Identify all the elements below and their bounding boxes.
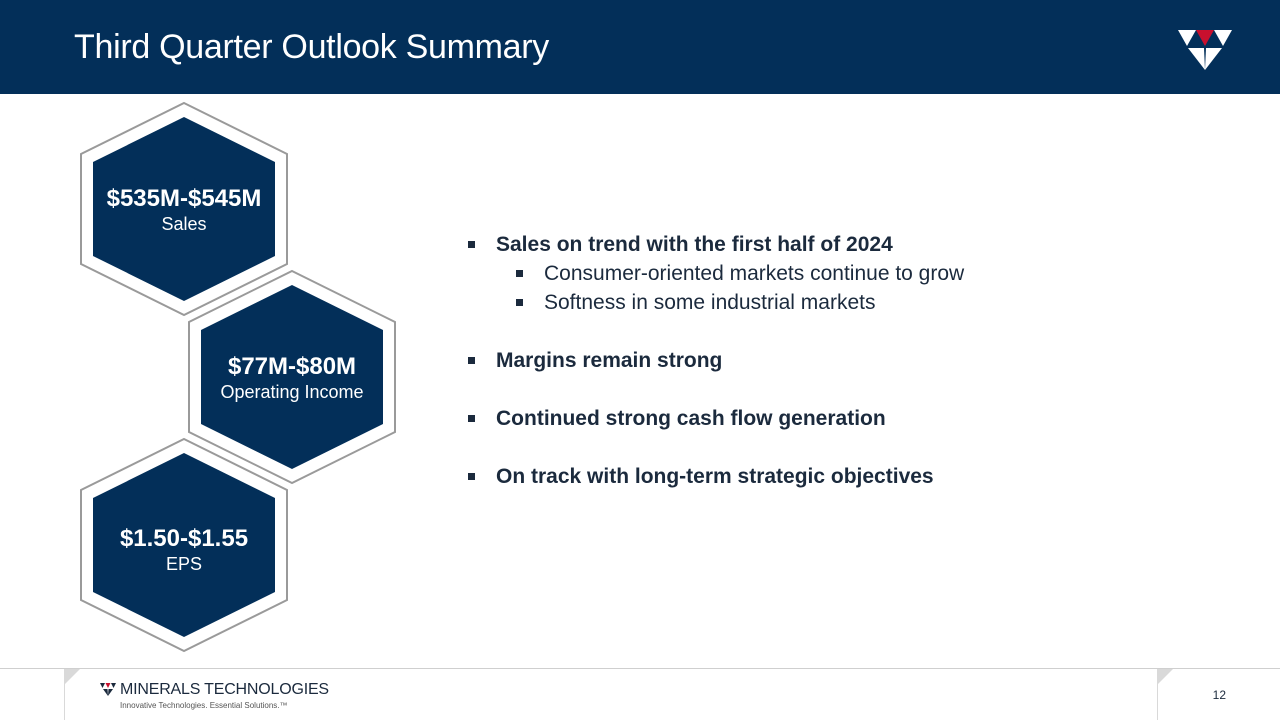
metric-value: $77M-$80M: [227, 353, 357, 380]
footer-corner-left: [64, 669, 80, 685]
bullet-item: Margins remain strong: [466, 346, 1166, 375]
sub-bullet-text: Consumer-oriented markets continue to gr…: [544, 262, 965, 285]
page-number: 12: [1212, 688, 1226, 702]
company-tagline: Innovative Technologies. Essential Solut…: [120, 701, 288, 710]
bullet-text: Sales on trend with the first half of 20…: [496, 233, 893, 256]
bullet-item: Continued strong cash flow generation: [466, 404, 1166, 433]
company-name: MINERALS TECHNOLOGIES: [120, 681, 329, 698]
metric-hex-eps: $1.50-$1.55 EPS: [78, 437, 290, 653]
bullet-item: Sales on trend with the first half of 20…: [466, 230, 1166, 259]
metric-hex-sales: $535M-$545M Sales: [78, 101, 290, 317]
metric-value: $1.50-$1.55: [119, 525, 249, 552]
footer-edge-left: [64, 669, 65, 720]
bullet-square-icon: [468, 241, 475, 248]
footer-edge-right: [1157, 669, 1158, 720]
bullet-square-icon: [468, 357, 475, 364]
bullet-item: On track with long-term strategic object…: [466, 462, 1166, 491]
company-logo-icon: [1178, 30, 1232, 70]
sub-bullet-text: Softness in some industrial markets: [544, 291, 876, 314]
bullet-square-icon: [516, 299, 523, 306]
footer-corner-right: [1157, 669, 1173, 685]
slide-header: Third Quarter Outlook Summary: [0, 0, 1280, 94]
slide-title: Third Quarter Outlook Summary: [74, 28, 550, 66]
bullet-square-icon: [468, 473, 475, 480]
company-logo-small-icon: [100, 683, 116, 696]
metric-hex-operating-income: $77M-$80M Operating Income: [186, 269, 398, 485]
bullet-text: On track with long-term strategic object…: [496, 465, 934, 488]
metric-label: Sales: [161, 214, 207, 234]
bullet-square-icon: [468, 415, 475, 422]
bullet-list: Sales on trend with the first half of 20…: [466, 230, 1166, 491]
footer-divider: [0, 668, 1280, 669]
sub-bullet-item: Consumer-oriented markets continue to gr…: [466, 259, 1166, 288]
bullet-text: Continued strong cash flow generation: [496, 407, 886, 430]
metric-label: EPS: [165, 554, 203, 574]
bullet-square-icon: [516, 270, 523, 277]
sub-bullet-item: Softness in some industrial markets: [466, 288, 1166, 317]
bullet-text: Margins remain strong: [496, 349, 723, 372]
metric-value: $535M-$545M: [106, 185, 262, 212]
metric-label: Operating Income: [220, 382, 364, 402]
